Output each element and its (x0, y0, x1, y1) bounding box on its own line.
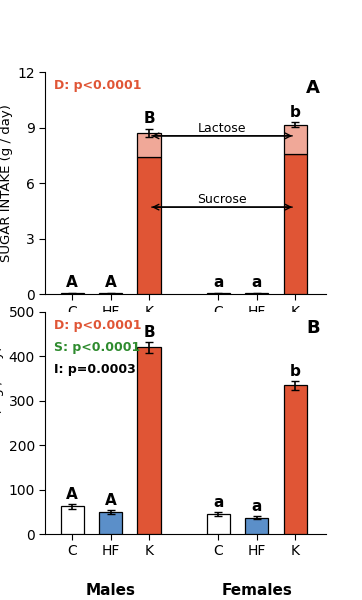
Bar (138, 347, 160, 534)
Text: b: b (290, 104, 300, 119)
Bar (283, 385, 307, 534)
Text: Sucrose: Sucrose (197, 193, 247, 206)
Text: Males: Males (85, 583, 136, 598)
Text: A: A (66, 487, 78, 502)
Bar (207, 293, 230, 294)
Bar (245, 293, 268, 294)
Text: b: b (290, 364, 300, 379)
Text: a: a (252, 275, 262, 290)
Bar (99, 293, 122, 294)
Text: D: p<0.0001: D: p<0.0001 (54, 319, 141, 332)
Text: a: a (252, 499, 262, 514)
Bar (138, 133, 160, 157)
Text: A: A (66, 275, 78, 290)
Text: Lactose: Lactose (198, 122, 246, 135)
Bar (245, 518, 268, 534)
Text: B: B (307, 319, 320, 337)
Bar (99, 512, 122, 534)
Bar (60, 293, 84, 294)
Text: a: a (213, 275, 223, 290)
Text: A: A (105, 275, 117, 290)
Text: S: p<0.0001: S: p<0.0001 (54, 341, 140, 354)
Bar (207, 514, 230, 534)
Y-axis label: SALT INTAKE (mg / day): SALT INTAKE (mg / day) (0, 345, 4, 500)
Text: B: B (143, 111, 155, 126)
Bar (283, 154, 307, 294)
Bar (60, 506, 84, 534)
Bar (283, 125, 307, 154)
Text: I: p=0.0003: I: p=0.0003 (54, 363, 135, 376)
Text: Females: Females (221, 583, 292, 598)
Text: D: p<0.0001: D: p<0.0001 (54, 79, 141, 92)
Text: A: A (306, 79, 320, 97)
Text: A: A (105, 493, 117, 508)
Y-axis label: SUGAR INTAKE (g / day): SUGAR INTAKE (g / day) (0, 104, 13, 262)
Bar (138, 157, 160, 294)
Text: B: B (143, 325, 155, 340)
Text: a: a (213, 495, 223, 510)
